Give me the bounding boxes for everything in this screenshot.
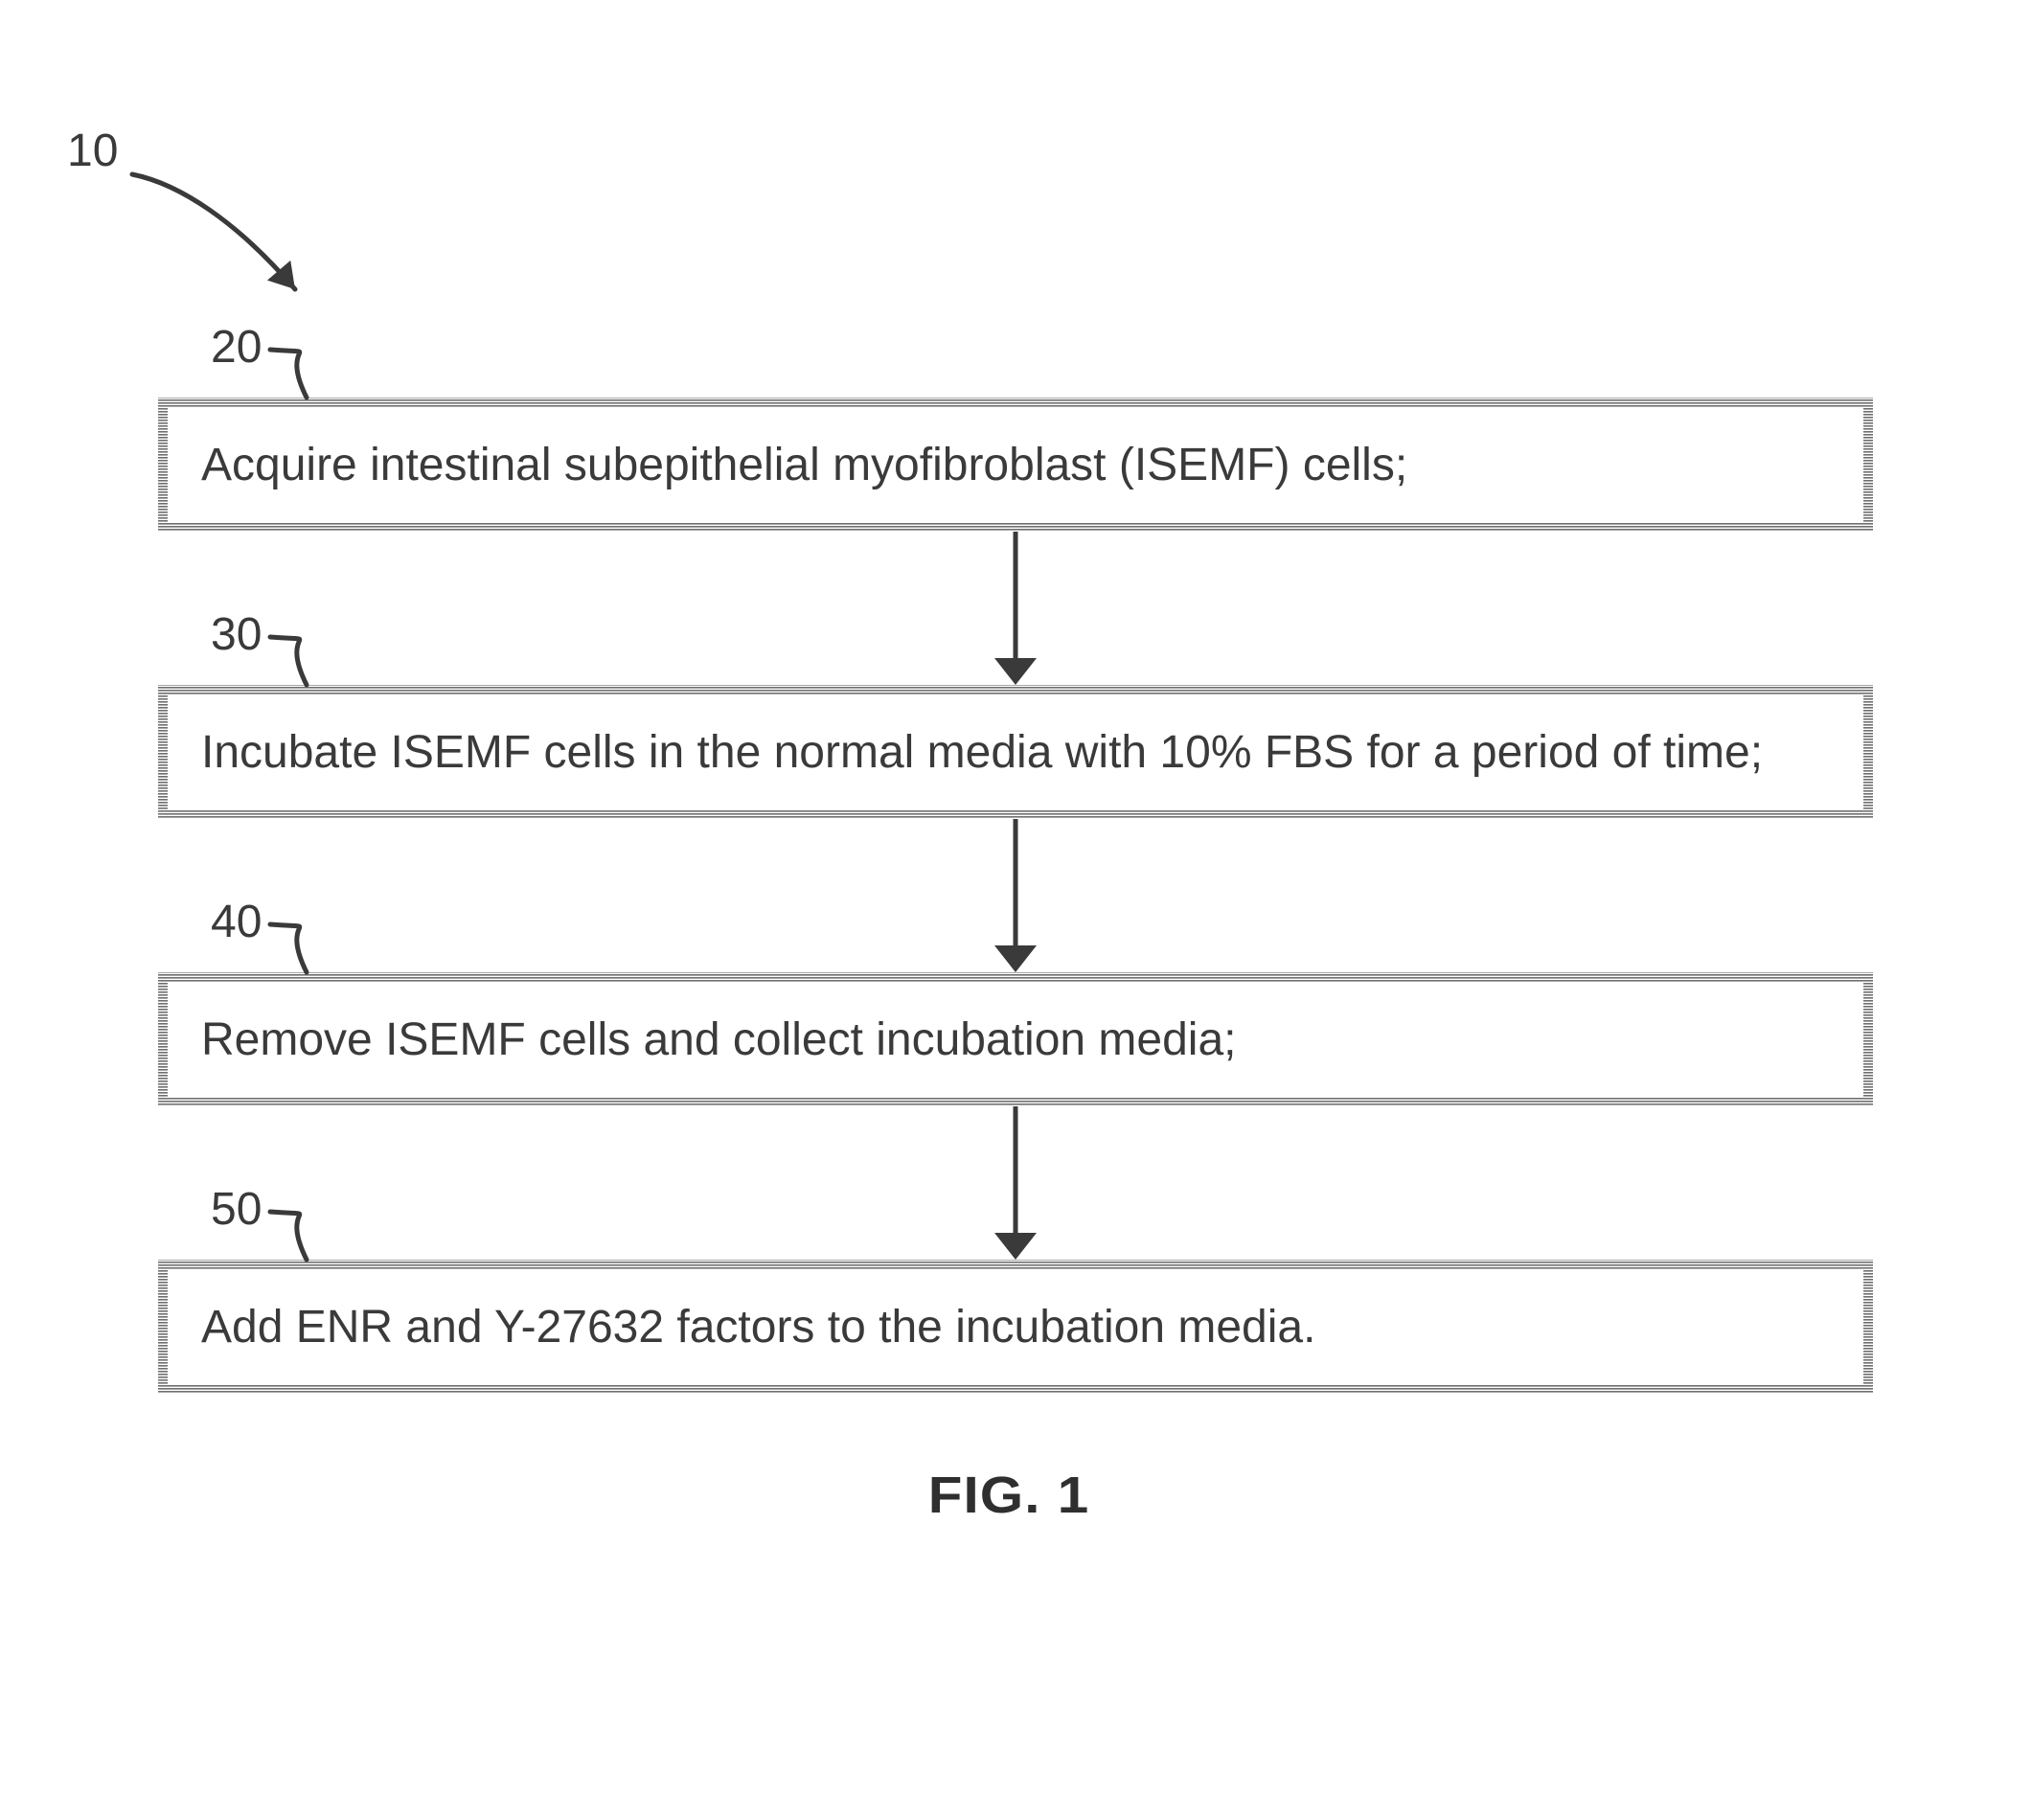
step-box: Add ENR and Y-27632 factors to the incub… — [163, 1264, 1868, 1389]
step-box: Incubate ISEMF cells in the normal media… — [163, 690, 1868, 814]
step-text: Acquire intestinal subepithelial myofibr… — [201, 439, 1407, 491]
step-text: Add ENR and Y-27632 factors to the incub… — [201, 1301, 1315, 1354]
step-text: Incubate ISEMF cells in the normal media… — [201, 726, 1763, 779]
overlay-svg — [0, 0, 2032, 1820]
step-ref-label: 40 — [211, 896, 262, 948]
step-ref-label: 20 — [211, 321, 262, 374]
process-ref-label: 10 — [67, 125, 118, 177]
step-ref-label: 30 — [211, 608, 262, 661]
step-text: Remove ISEMF cells and collect incubatio… — [201, 1013, 1237, 1066]
diagram-page: 10 Acquire intestinal subepithelial myof… — [0, 0, 2032, 1820]
figure-caption: FIG. 1 — [928, 1466, 1090, 1525]
step-box: Acquire intestinal subepithelial myofibr… — [163, 402, 1868, 527]
step-ref-label: 50 — [211, 1183, 262, 1236]
step-box: Remove ISEMF cells and collect incubatio… — [163, 977, 1868, 1102]
